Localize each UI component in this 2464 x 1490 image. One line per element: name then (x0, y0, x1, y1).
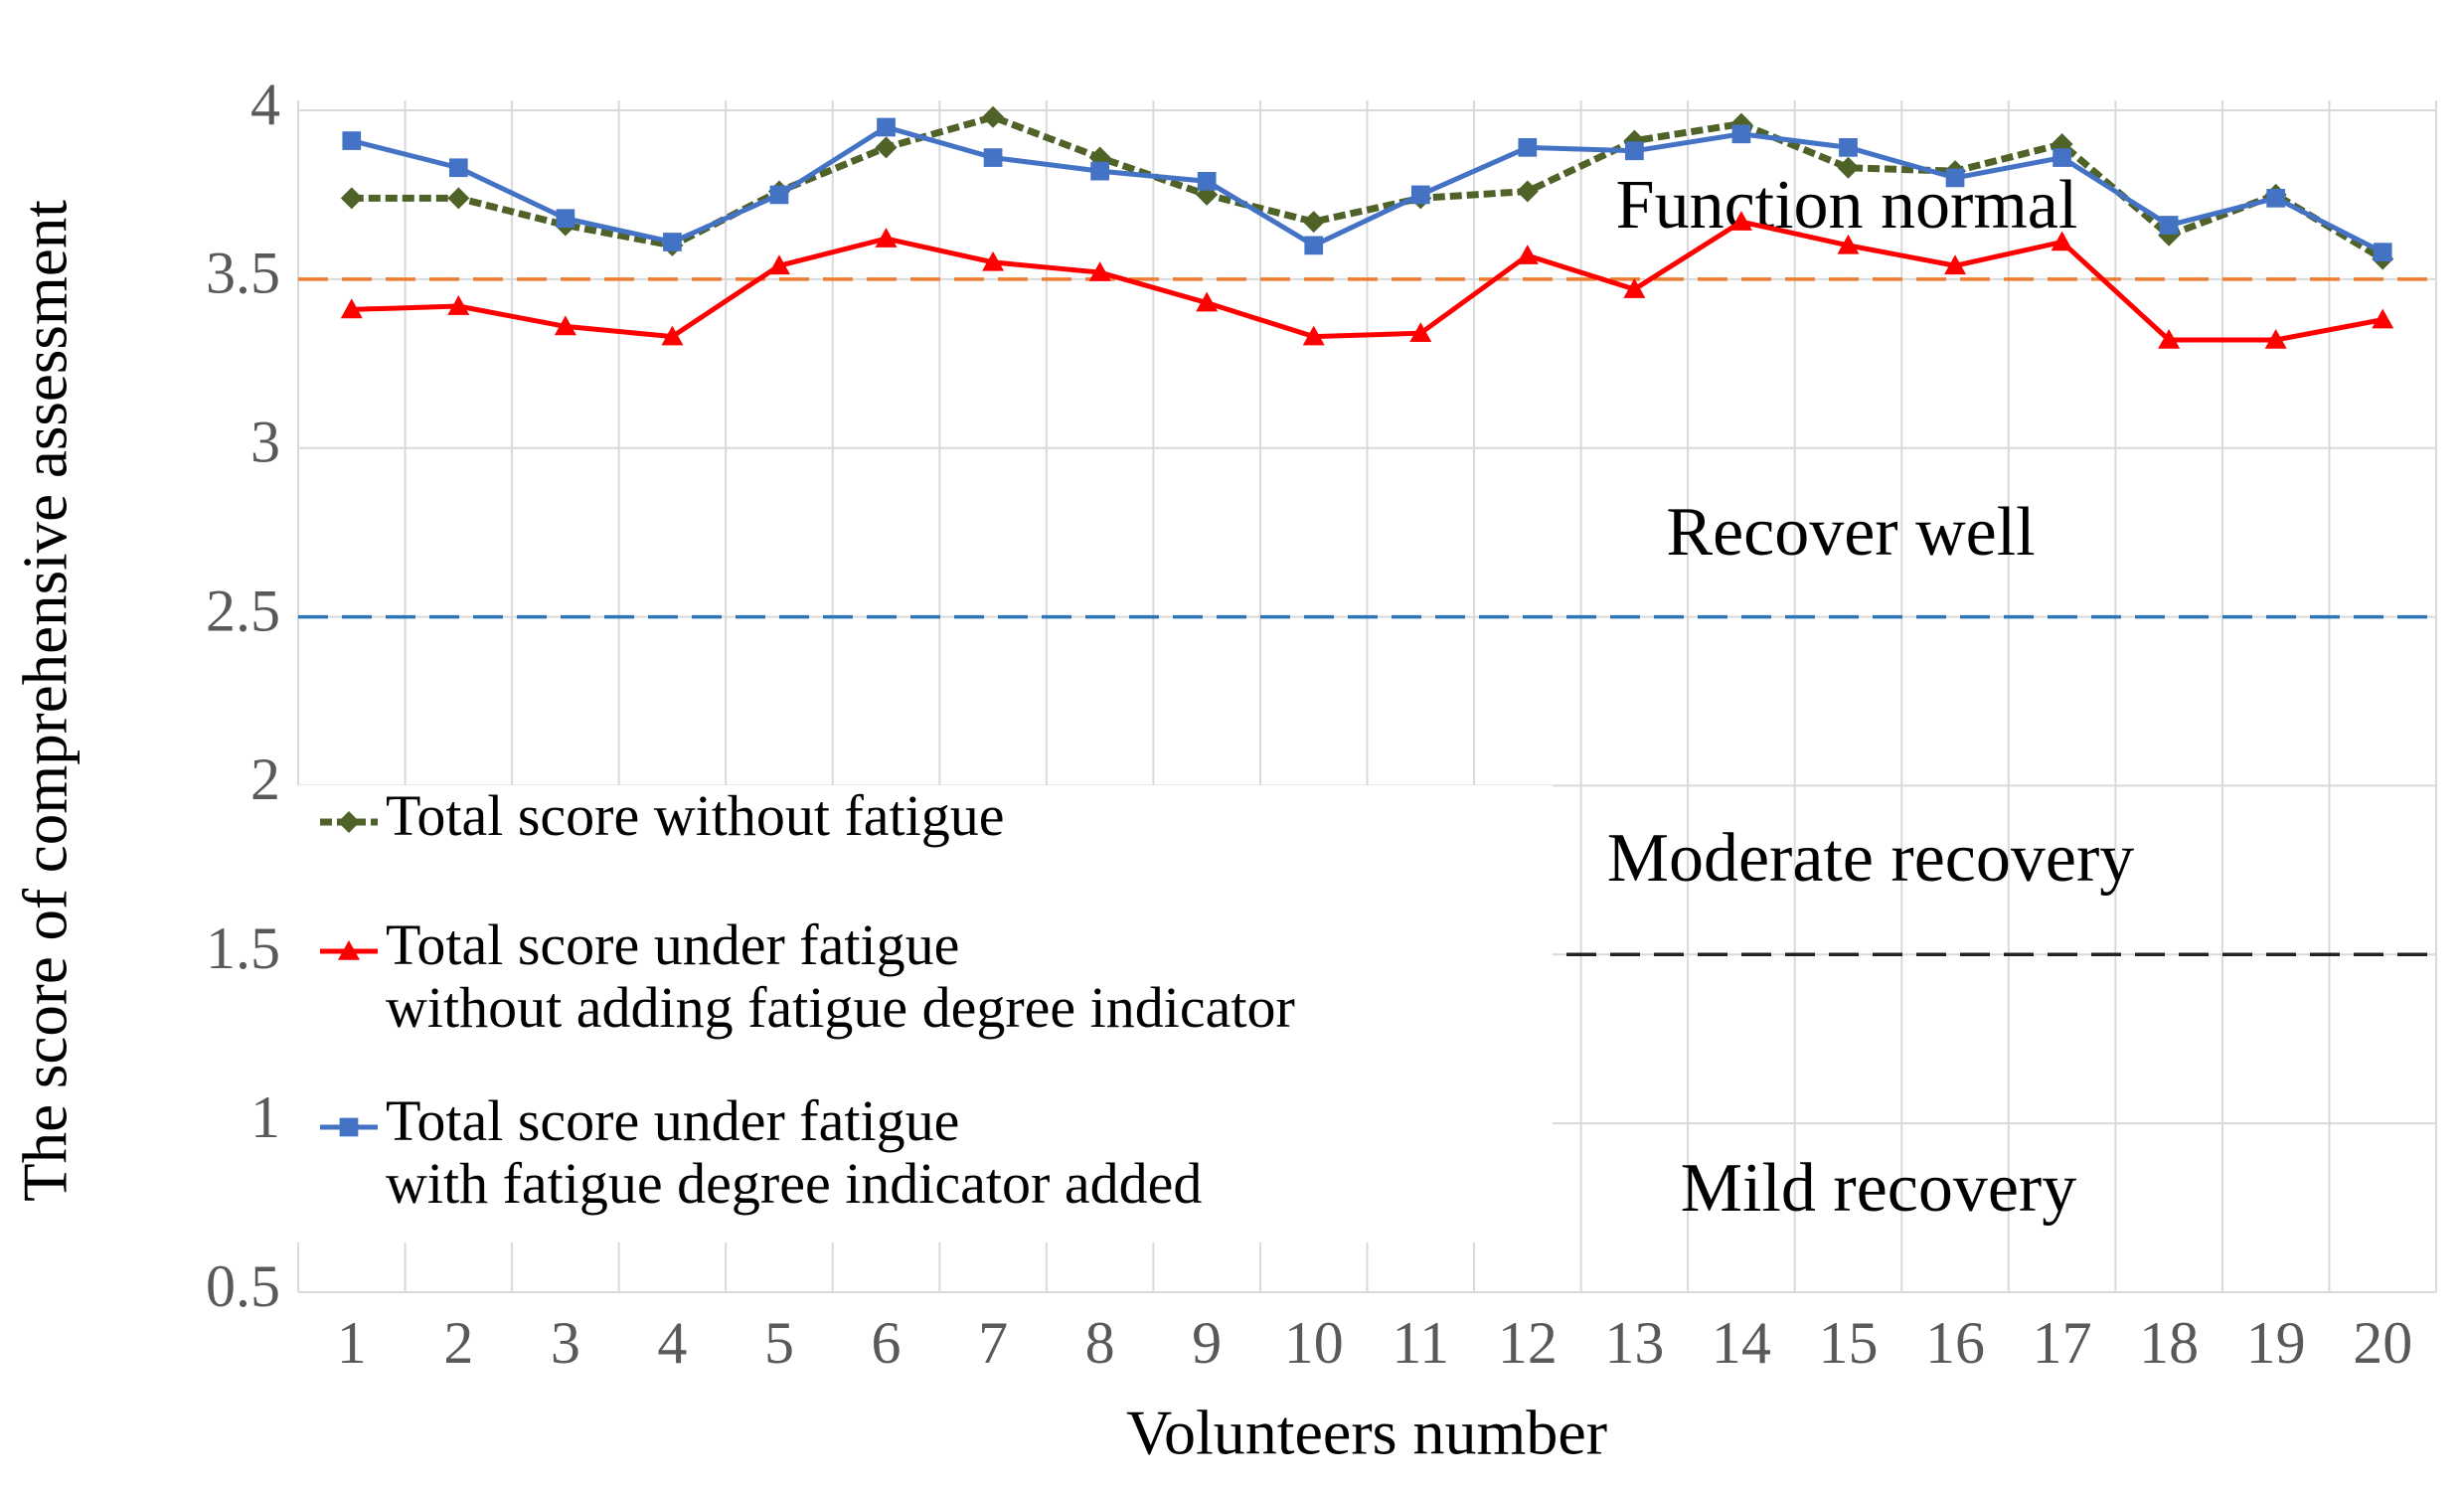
marker (2053, 148, 2071, 167)
legend-item: Total score under fatigue with fatigue de… (320, 1088, 1202, 1216)
legend-label: Total score without fatigue (386, 783, 1004, 848)
legend-label: Total score under fatigue without adding … (386, 912, 1295, 1040)
x-tick-label: 3 (551, 1310, 580, 1376)
marker (447, 295, 470, 315)
marker (2372, 308, 2394, 329)
marker (339, 1117, 359, 1137)
legend-label: Total score under fatigue with fatigue de… (386, 1088, 1202, 1216)
marker (340, 298, 363, 319)
marker (556, 209, 575, 229)
x-tick-label: 16 (1925, 1310, 1985, 1376)
marker (338, 940, 360, 960)
marker (1839, 138, 1858, 157)
y-tick-label: 0.5 (206, 1253, 280, 1319)
marker (1304, 236, 1324, 255)
x-tick-label: 18 (2139, 1310, 2199, 1376)
marker (2264, 329, 2287, 349)
marker (1516, 180, 1539, 203)
legend-item: Total score without fatigue (320, 783, 1004, 848)
y-tick-label: 3.5 (206, 241, 280, 306)
y-tick-label: 2.5 (206, 578, 280, 643)
marker (1090, 161, 1109, 181)
marker (767, 254, 790, 275)
x-tick-label: 14 (1712, 1310, 1771, 1376)
marker (338, 811, 360, 833)
marker (1516, 245, 1539, 264)
x-tick-label: 2 (443, 1310, 473, 1376)
marker (661, 325, 684, 346)
series-line (351, 219, 2383, 343)
marker (1302, 211, 1325, 234)
y-tick-label: 2 (250, 746, 280, 812)
y-tick-label: 3 (250, 409, 280, 474)
marker (1623, 278, 1646, 298)
marker (2051, 231, 2073, 251)
region-label: Function normal (1616, 167, 2078, 244)
x-tick-label: 12 (1498, 1310, 1558, 1376)
marker (1197, 171, 1217, 191)
marker (447, 187, 470, 210)
x-tick-label: 20 (2353, 1310, 2412, 1376)
marker (1196, 291, 1219, 312)
legend-background (290, 785, 1553, 1242)
marker (1837, 156, 1860, 179)
marker (663, 233, 682, 251)
x-tick-label: 4 (657, 1310, 687, 1376)
marker (982, 105, 1005, 128)
x-tick-label: 8 (1085, 1310, 1115, 1376)
marker (2158, 329, 2181, 349)
marker (448, 158, 468, 178)
marker (2266, 188, 2286, 208)
marker (769, 185, 789, 205)
marker (1409, 322, 1432, 343)
marker (342, 131, 362, 150)
x-tick-label: 1 (337, 1310, 367, 1376)
x-axis-title: Volunteers number (1126, 1398, 1607, 1468)
marker (1088, 261, 1111, 281)
x-tick-label: 9 (1192, 1310, 1222, 1376)
marker (1729, 112, 1752, 135)
marker (1729, 211, 1752, 231)
x-tick-label: 6 (872, 1310, 902, 1376)
marker (1945, 168, 1965, 188)
marker (1837, 234, 1860, 254)
x-tick-label: 15 (1818, 1310, 1878, 1376)
x-tick-label: 10 (1284, 1310, 1344, 1376)
marker (875, 228, 898, 248)
marker (982, 250, 1005, 271)
marker (554, 315, 576, 336)
marker (1302, 325, 1325, 346)
marker (1944, 254, 1967, 275)
region-label: Mild recovery (1681, 1150, 2076, 1227)
region-label: Moderate recovery (1607, 820, 2135, 897)
marker (2373, 243, 2392, 262)
region-label: Recover well (1666, 494, 2035, 571)
x-tick-label: 13 (1604, 1310, 1664, 1376)
marker (983, 148, 1003, 167)
x-tick-label: 17 (2033, 1310, 2092, 1376)
marker (877, 117, 896, 137)
marker (1625, 141, 1644, 161)
series-line (351, 124, 2384, 254)
y-axis-title: The score of comprehensive assessment (10, 200, 80, 1202)
marker (875, 136, 898, 159)
y-tick-label: 1 (250, 1084, 280, 1150)
marker (340, 187, 363, 210)
marker (1731, 124, 1751, 144)
legend-item: Total score under fatigue without adding … (320, 912, 1295, 1040)
y-tick-label: 4 (250, 72, 280, 137)
marker (1410, 185, 1430, 205)
x-tick-label: 5 (764, 1310, 794, 1376)
x-tick-label: 19 (2246, 1310, 2306, 1376)
x-tick-label: 11 (1392, 1310, 1449, 1376)
y-tick-label: 1.5 (206, 915, 280, 981)
marker (2159, 216, 2179, 235)
marker (1518, 138, 1538, 157)
x-tick-label: 7 (978, 1310, 1008, 1376)
